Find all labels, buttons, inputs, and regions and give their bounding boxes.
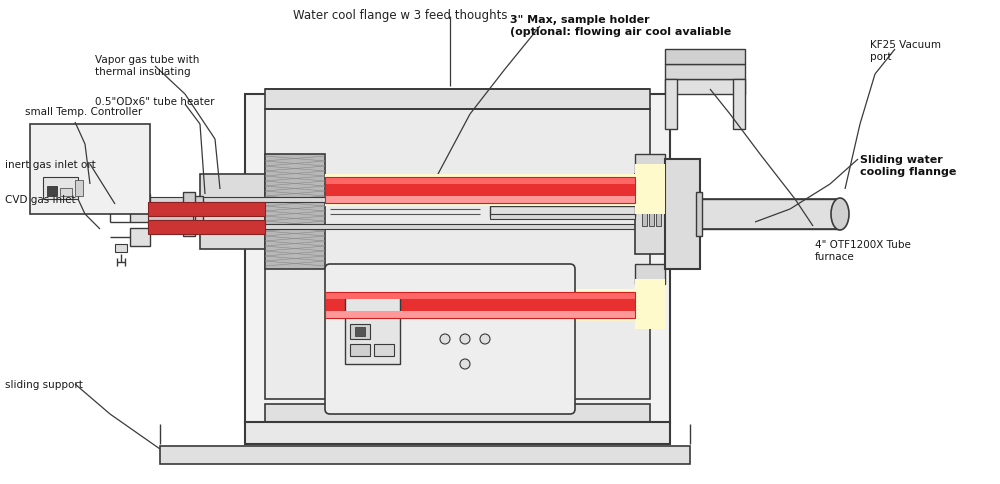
Bar	[43, 178, 78, 199]
Bar	[193, 197, 203, 232]
Bar	[696, 193, 702, 237]
Bar	[350, 324, 370, 339]
Bar	[345, 294, 400, 364]
Bar	[635, 264, 665, 285]
Bar	[325, 311, 635, 318]
Bar	[649, 198, 654, 227]
Circle shape	[460, 334, 470, 344]
Bar	[130, 195, 150, 223]
Bar	[245, 422, 670, 444]
Bar	[160, 446, 690, 464]
Ellipse shape	[831, 198, 849, 230]
Text: inert gas inlet ort: inert gas inlet ort	[5, 160, 96, 170]
Bar	[665, 50, 745, 65]
Bar	[148, 203, 265, 216]
Bar	[130, 228, 150, 246]
Bar	[30, 125, 150, 214]
Bar	[355, 327, 365, 336]
Bar	[656, 198, 661, 227]
Bar	[245, 95, 670, 424]
Bar	[665, 80, 677, 130]
Circle shape	[440, 334, 450, 344]
Circle shape	[480, 334, 490, 344]
Bar	[665, 65, 745, 80]
Text: KF25 Vacuum
port: KF25 Vacuum port	[870, 40, 941, 61]
Bar	[148, 221, 265, 235]
Bar	[635, 165, 665, 214]
Bar	[665, 160, 700, 270]
Text: Sliding water
cooling flannge: Sliding water cooling flannge	[860, 155, 956, 176]
Bar	[325, 178, 635, 184]
Text: 3" Max, sample holder
(optional: flowing air cool avaliable: 3" Max, sample holder (optional: flowing…	[510, 15, 731, 36]
Bar	[325, 175, 635, 207]
Text: 0.5"ODx6" tube heater: 0.5"ODx6" tube heater	[95, 97, 215, 107]
Bar	[265, 90, 650, 110]
Bar	[183, 193, 195, 237]
Bar	[325, 292, 635, 318]
Bar	[665, 80, 745, 95]
Bar	[635, 279, 665, 329]
Bar	[148, 225, 638, 229]
Bar	[148, 197, 638, 203]
Bar	[642, 198, 647, 227]
Bar	[265, 155, 325, 270]
Bar	[733, 80, 745, 130]
Text: sliding support: sliding support	[5, 379, 83, 389]
Bar	[374, 344, 394, 356]
Text: 4" OTF1200X Tube
furnace: 4" OTF1200X Tube furnace	[815, 240, 911, 261]
Bar	[265, 404, 650, 424]
Bar	[265, 110, 650, 399]
Bar	[490, 207, 635, 216]
FancyBboxPatch shape	[325, 264, 575, 414]
Text: Water cool flange w 3 feed thoughts: Water cool flange w 3 feed thoughts	[293, 9, 507, 22]
Bar	[325, 292, 635, 300]
Bar	[700, 199, 840, 229]
Bar	[325, 292, 635, 318]
Bar	[490, 214, 635, 220]
Bar	[60, 189, 72, 197]
Bar	[325, 178, 635, 204]
Bar	[115, 244, 127, 253]
Bar	[325, 289, 635, 321]
Bar	[148, 205, 193, 225]
Bar	[325, 178, 635, 204]
Text: Vapor gas tube with
thermal insulating: Vapor gas tube with thermal insulating	[95, 55, 199, 76]
Bar	[200, 175, 265, 249]
Bar	[635, 155, 665, 175]
Text: small Temp. Controller: small Temp. Controller	[25, 107, 142, 117]
Bar	[47, 187, 57, 197]
Bar	[75, 181, 83, 197]
Circle shape	[460, 359, 470, 369]
Text: CVD gas inlet: CVD gas inlet	[5, 195, 76, 205]
Bar	[635, 175, 665, 255]
Bar	[325, 197, 635, 204]
Bar	[350, 344, 370, 356]
